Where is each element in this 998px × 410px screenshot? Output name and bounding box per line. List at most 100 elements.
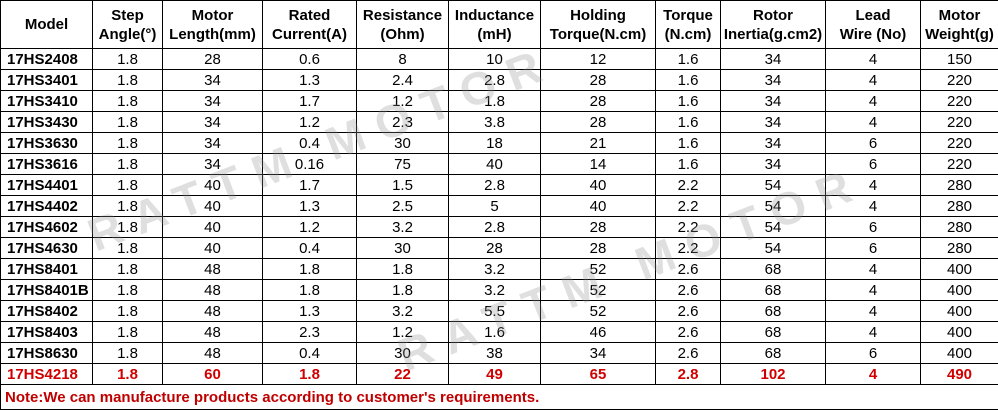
value-cell: 6 (826, 238, 921, 259)
value-cell: 1.8 (93, 280, 163, 301)
value-cell: 48 (163, 343, 263, 364)
value-cell: 1.8 (93, 175, 163, 196)
value-cell: 2.3 (263, 322, 357, 343)
value-cell: 0.16 (263, 154, 357, 175)
value-cell: 68 (721, 259, 826, 280)
value-cell: 220 (921, 133, 998, 154)
value-cell: 3.2 (449, 259, 541, 280)
value-cell: 1.8 (357, 259, 449, 280)
value-cell: 1.8 (449, 91, 541, 112)
value-cell: 1.8 (93, 196, 163, 217)
value-cell: 10 (449, 49, 541, 70)
value-cell: 1.6 (656, 70, 721, 91)
value-cell: 1.8 (93, 301, 163, 322)
value-cell: 34 (721, 70, 826, 91)
value-cell: 68 (721, 343, 826, 364)
value-cell: 1.8 (93, 217, 163, 238)
value-cell: 34 (163, 133, 263, 154)
value-cell: 1.3 (263, 196, 357, 217)
note-row: Note:We can manufacture products accordi… (1, 385, 998, 410)
value-cell: 400 (921, 280, 998, 301)
model-cell: 17HS4602 (1, 217, 93, 238)
value-cell: 18 (449, 133, 541, 154)
value-cell: 1.8 (93, 70, 163, 91)
value-cell: 48 (163, 280, 263, 301)
value-cell: 2.5 (357, 196, 449, 217)
value-cell: 4 (826, 175, 921, 196)
value-cell: 1.8 (357, 280, 449, 301)
header-line: Torque(N.cm) (541, 25, 655, 44)
value-cell: 4 (826, 280, 921, 301)
value-cell: 6 (826, 217, 921, 238)
value-cell: 220 (921, 112, 998, 133)
value-cell: 1.3 (263, 301, 357, 322)
value-cell: 2.6 (656, 259, 721, 280)
value-cell: 400 (921, 301, 998, 322)
model-cell: 17HS3616 (1, 154, 93, 175)
value-cell: 4 (826, 322, 921, 343)
value-cell: 68 (721, 301, 826, 322)
value-cell: 4 (826, 112, 921, 133)
value-cell: 1.7 (263, 175, 357, 196)
header-line: Holding (541, 6, 655, 25)
value-cell: 1.8 (263, 280, 357, 301)
value-cell: 0.4 (263, 238, 357, 259)
value-cell: 40 (163, 196, 263, 217)
value-cell: 30 (357, 343, 449, 364)
model-cell: 17HS2408 (1, 49, 93, 70)
value-cell: 14 (541, 154, 656, 175)
value-cell: 34 (721, 91, 826, 112)
value-cell: 54 (721, 175, 826, 196)
model-cell: 17HS4402 (1, 196, 93, 217)
value-cell: 4 (826, 70, 921, 91)
value-cell: 3.2 (449, 280, 541, 301)
value-cell: 54 (721, 196, 826, 217)
value-cell: 2.8 (449, 70, 541, 91)
value-cell: 6 (826, 133, 921, 154)
value-cell: 1.8 (93, 91, 163, 112)
value-cell: 102 (721, 364, 826, 385)
value-cell: 6 (826, 343, 921, 364)
header-cell: Model (1, 1, 93, 49)
value-cell: 2.6 (656, 280, 721, 301)
value-cell: 1.8 (93, 322, 163, 343)
model-cell: 17HS3630 (1, 133, 93, 154)
header-line: Torque (656, 6, 720, 25)
header-line: Wire (No) (826, 25, 920, 44)
model-cell: 17HS8401B (1, 280, 93, 301)
value-cell: 150 (921, 49, 998, 70)
value-cell: 1.8 (93, 343, 163, 364)
value-cell: 490 (921, 364, 998, 385)
header-line: Current(A) (263, 25, 356, 44)
value-cell: 0.4 (263, 133, 357, 154)
value-cell: 220 (921, 70, 998, 91)
note-cell: Note:We can manufacture products accordi… (1, 385, 998, 410)
value-cell: 280 (921, 196, 998, 217)
value-cell: 1.6 (656, 133, 721, 154)
value-cell: 2.3 (357, 112, 449, 133)
model-cell: 17HS4630 (1, 238, 93, 259)
value-cell: 1.7 (263, 91, 357, 112)
value-cell: 38 (449, 343, 541, 364)
value-cell: 1.6 (656, 91, 721, 112)
model-cell: 17HS8401 (1, 259, 93, 280)
value-cell: 1.3 (263, 70, 357, 91)
model-cell: 17HS4401 (1, 175, 93, 196)
header-line: Motor (163, 6, 262, 25)
value-cell: 1.6 (449, 322, 541, 343)
value-cell: 2.8 (449, 217, 541, 238)
value-cell: 46 (541, 322, 656, 343)
value-cell: 400 (921, 259, 998, 280)
value-cell: 1.5 (357, 175, 449, 196)
